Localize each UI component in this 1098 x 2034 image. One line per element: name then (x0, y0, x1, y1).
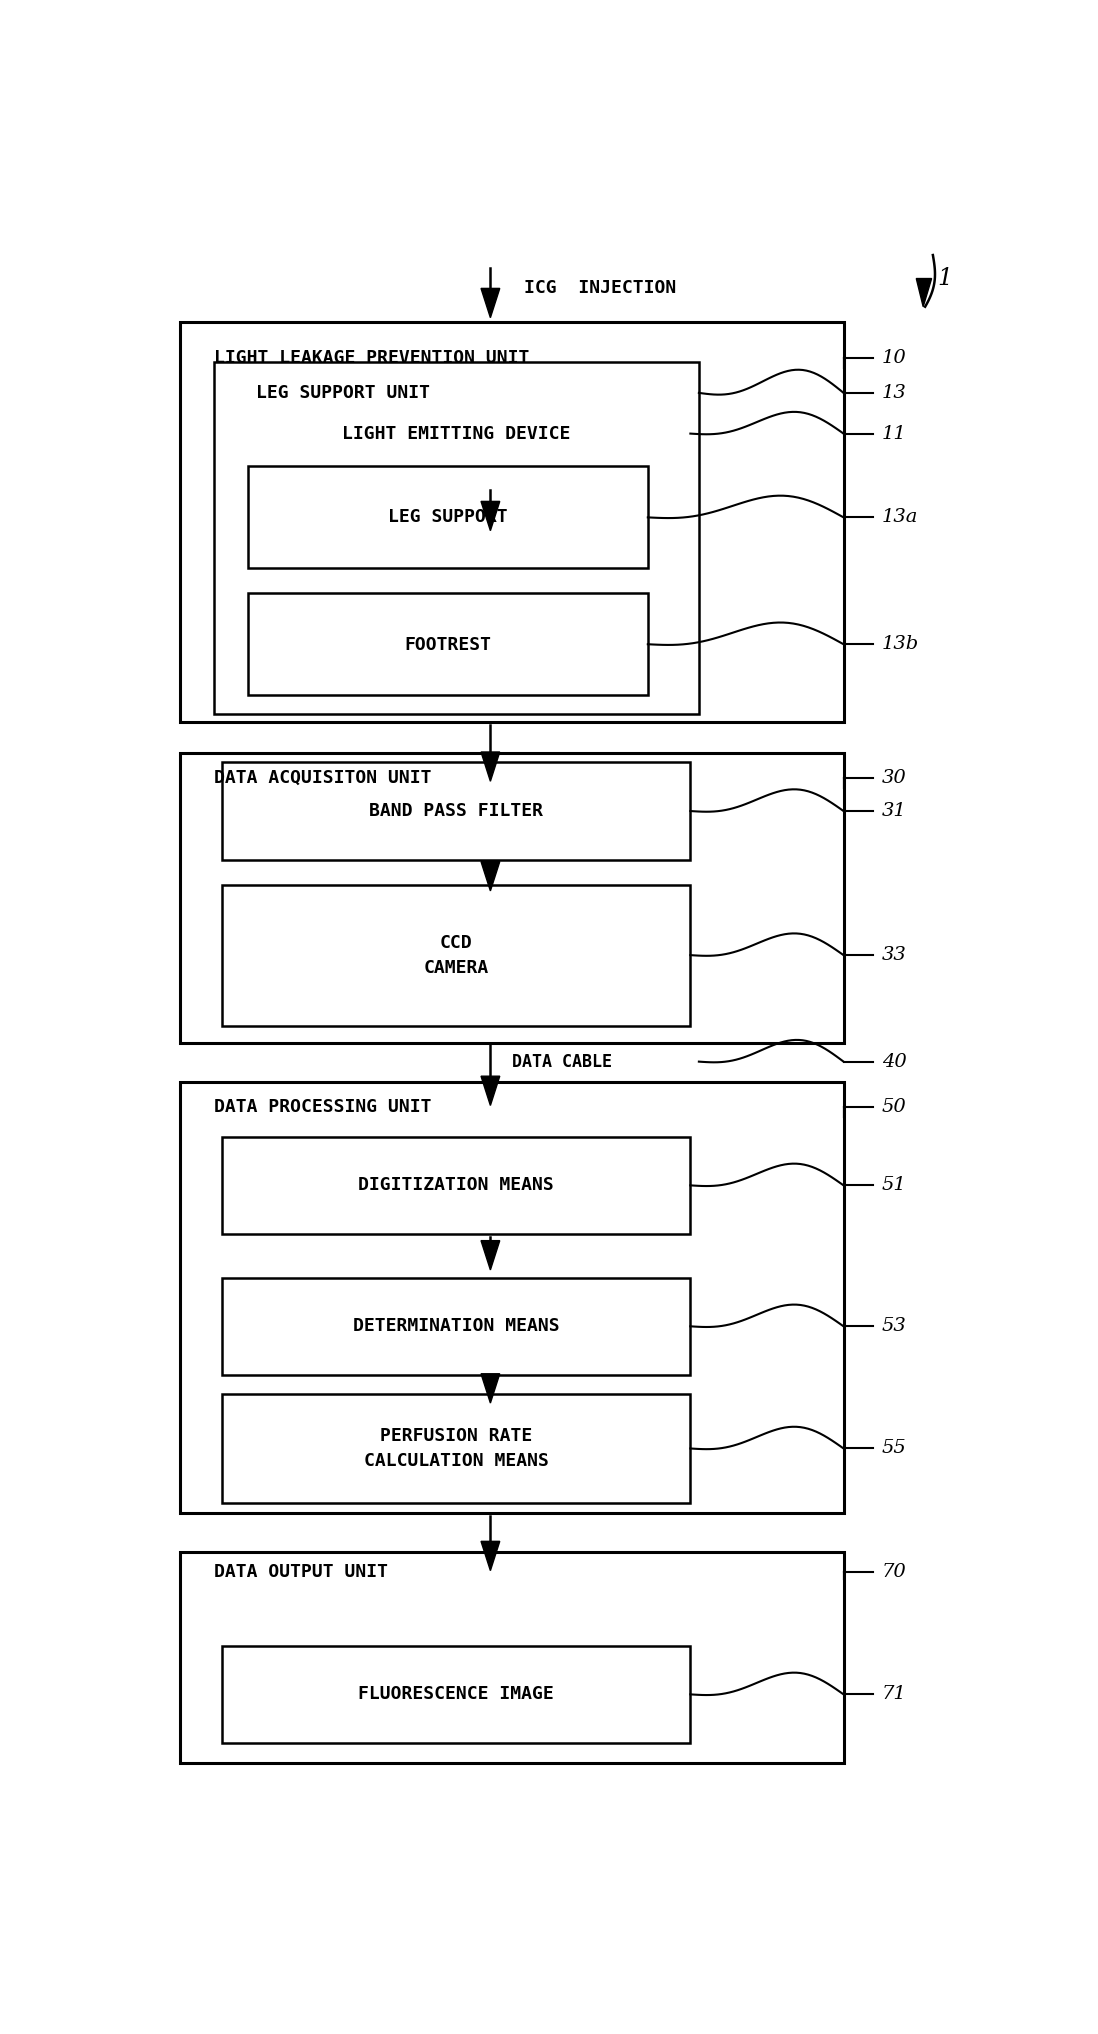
Polygon shape (481, 1542, 500, 1570)
Bar (248, 466, 648, 567)
Text: 71: 71 (882, 1686, 907, 1702)
Text: 30: 30 (882, 769, 907, 787)
Bar (180, 1082, 843, 1513)
Text: 55: 55 (882, 1440, 907, 1458)
Polygon shape (481, 289, 500, 317)
Text: DATA OUTPUT UNIT: DATA OUTPUT UNIT (214, 1564, 388, 1580)
Text: 13b: 13b (882, 635, 919, 653)
Text: BAND PASS FILTER: BAND PASS FILTER (369, 801, 544, 820)
Text: 1: 1 (938, 266, 952, 291)
Bar (180, 321, 843, 722)
Polygon shape (481, 1076, 500, 1104)
Polygon shape (481, 753, 500, 781)
Text: 70: 70 (882, 1564, 907, 1580)
Text: ICG  INJECTION: ICG INJECTION (525, 279, 676, 297)
Text: 40: 40 (882, 1054, 907, 1070)
Bar (222, 1646, 691, 1743)
Text: 13a: 13a (882, 508, 918, 527)
Text: 53: 53 (882, 1318, 907, 1334)
Polygon shape (481, 502, 500, 531)
Bar (222, 763, 691, 860)
Text: DATA CABLE: DATA CABLE (512, 1054, 612, 1070)
Bar (180, 1552, 843, 1763)
Text: DATA PROCESSING UNIT: DATA PROCESSING UNIT (214, 1098, 432, 1117)
Text: DATA ACQUISITON UNIT: DATA ACQUISITON UNIT (214, 769, 432, 787)
Bar (180, 753, 843, 1043)
Bar (222, 1393, 691, 1503)
Bar (222, 1277, 691, 1375)
Text: DETERMINATION MEANS: DETERMINATION MEANS (354, 1318, 560, 1334)
Bar (222, 380, 691, 486)
Text: LEG SUPPORT: LEG SUPPORT (388, 508, 507, 525)
Polygon shape (917, 279, 931, 307)
Text: PERFUSION RATE
CALCULATION MEANS: PERFUSION RATE CALCULATION MEANS (363, 1428, 549, 1471)
Bar (214, 362, 698, 714)
Polygon shape (481, 1373, 500, 1403)
Text: 31: 31 (882, 801, 907, 820)
Bar (248, 594, 648, 696)
Bar (222, 885, 691, 1025)
Polygon shape (481, 1241, 500, 1269)
Text: 13: 13 (882, 384, 907, 403)
Bar (222, 1137, 691, 1235)
Text: 51: 51 (882, 1176, 907, 1194)
Text: 50: 50 (882, 1098, 907, 1117)
Text: 11: 11 (882, 425, 907, 443)
Polygon shape (481, 862, 500, 891)
Text: FOOTREST: FOOTREST (404, 637, 491, 655)
Text: 33: 33 (882, 946, 907, 964)
Text: LIGHT EMITTING DEVICE: LIGHT EMITTING DEVICE (343, 425, 571, 443)
Text: 10: 10 (882, 350, 907, 368)
Text: LIGHT LEAKAGE PREVENTION UNIT: LIGHT LEAKAGE PREVENTION UNIT (214, 350, 529, 368)
Text: DIGITIZATION MEANS: DIGITIZATION MEANS (358, 1176, 554, 1194)
Text: LEG SUPPORT UNIT: LEG SUPPORT UNIT (257, 384, 430, 403)
Text: CCD
CAMERA: CCD CAMERA (424, 934, 489, 976)
Text: FLUORESCENCE IMAGE: FLUORESCENCE IMAGE (358, 1686, 554, 1702)
